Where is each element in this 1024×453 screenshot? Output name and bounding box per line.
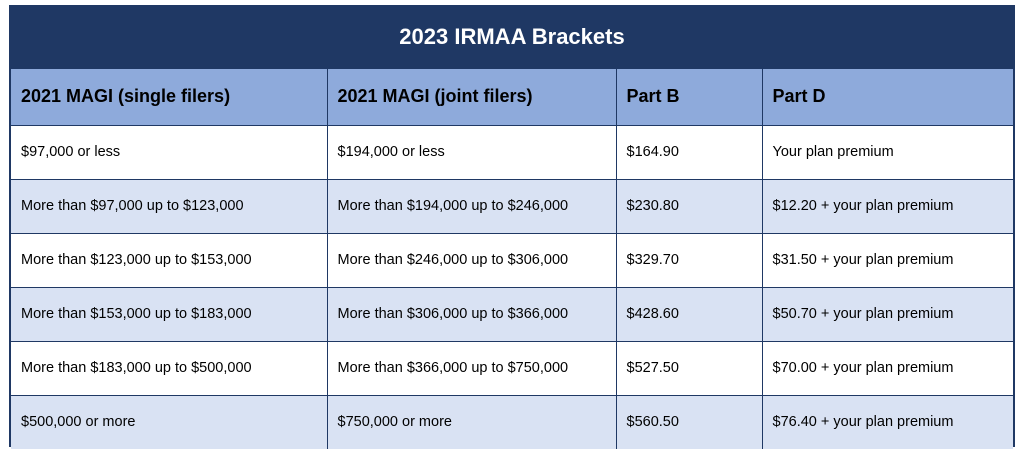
cell-single-filers: More than $183,000 up to $500,000: [11, 341, 328, 396]
table-title: 2023 IRMAA Brackets: [11, 7, 1013, 69]
cell-joint-filers: More than $194,000 up to $246,000: [327, 179, 617, 234]
cell-part-d: Your plan premium: [762, 125, 1013, 180]
cell-joint-filers: $750,000 or more: [327, 395, 617, 449]
cell-part-b: $329.70: [616, 233, 763, 288]
cell-single-filers: More than $123,000 up to $153,000: [11, 233, 328, 288]
cell-joint-filers: More than $366,000 up to $750,000: [327, 341, 617, 396]
cell-part-d: $76.40 + your plan premium: [762, 395, 1013, 449]
cell-part-b: $230.80: [616, 179, 763, 234]
table-row: $500,000 or more $750,000 or more $560.5…: [11, 395, 1013, 449]
cell-part-b: $428.60: [616, 287, 763, 342]
cell-part-d: $70.00 + your plan premium: [762, 341, 1013, 396]
cell-part-d: $50.70 + your plan premium: [762, 287, 1013, 342]
column-header-single-filers: 2021 MAGI (single filers): [11, 69, 328, 126]
cell-part-b: $527.50: [616, 341, 763, 396]
table-row: More than $97,000 up to $123,000 More th…: [11, 179, 1013, 234]
column-header-part-b: Part B: [616, 69, 763, 126]
cell-single-filers: $500,000 or more: [11, 395, 328, 449]
column-header-joint-filers: 2021 MAGI (joint filers): [327, 69, 617, 126]
cell-joint-filers: More than $246,000 up to $306,000: [327, 233, 617, 288]
cell-part-d: $31.50 + your plan premium: [762, 233, 1013, 288]
table-row: More than $153,000 up to $183,000 More t…: [11, 287, 1013, 342]
cell-part-d: $12.20 + your plan premium: [762, 179, 1013, 234]
irmaa-table: 2023 IRMAA Brackets 2021 MAGI (single fi…: [9, 5, 1015, 449]
header-row: 2021 MAGI (single filers) 2021 MAGI (joi…: [11, 69, 1013, 126]
table-row: More than $123,000 up to $153,000 More t…: [11, 233, 1013, 288]
table-row: More than $183,000 up to $500,000 More t…: [11, 341, 1013, 396]
cell-joint-filers: $194,000 or less: [327, 125, 617, 180]
cell-single-filers: More than $153,000 up to $183,000: [11, 287, 328, 342]
column-header-part-d: Part D: [762, 69, 1013, 126]
cell-part-b: $164.90: [616, 125, 763, 180]
cell-joint-filers: More than $306,000 up to $366,000: [327, 287, 617, 342]
cell-single-filers: More than $97,000 up to $123,000: [11, 179, 328, 234]
cell-part-b: $560.50: [616, 395, 763, 449]
cell-single-filers: $97,000 or less: [11, 125, 328, 180]
table-row: $97,000 or less $194,000 or less $164.90…: [11, 125, 1013, 180]
brackets-table: 2021 MAGI (single filers) 2021 MAGI (joi…: [11, 69, 1013, 449]
